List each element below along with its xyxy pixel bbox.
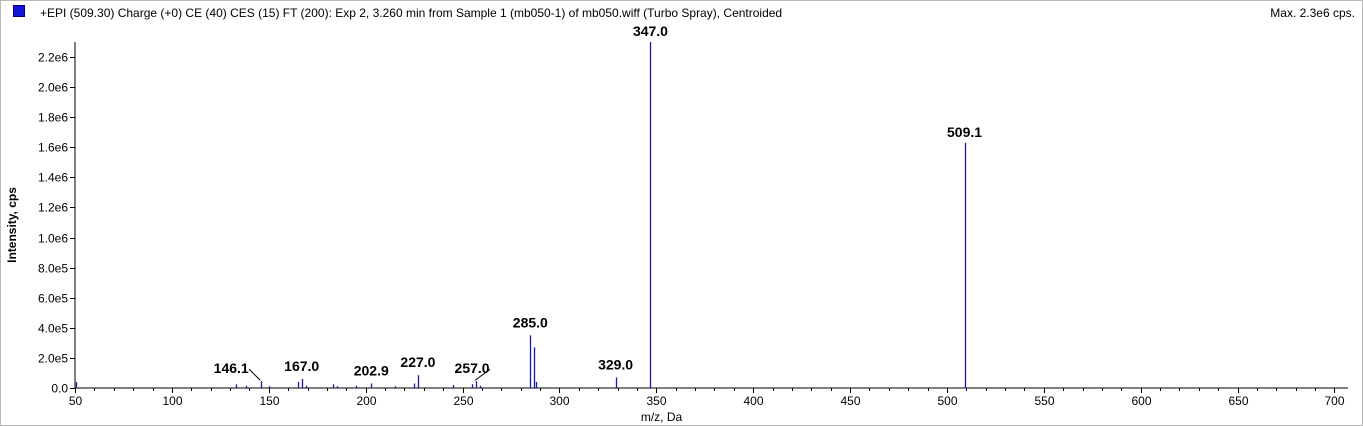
- y-tick-label: 0.0: [51, 382, 68, 396]
- y-tick-label: 1.0e6: [38, 232, 68, 246]
- y-tick-label: 2.2e6: [38, 51, 68, 65]
- y-tick-label: 1.6e6: [38, 141, 68, 155]
- peaks: [75, 42, 967, 388]
- x-tick-label: 50: [69, 394, 83, 408]
- y-tick-label: 1.4e6: [38, 171, 68, 185]
- y-tick-label: 1.2e6: [38, 201, 68, 215]
- x-tick-label: 700: [1324, 394, 1344, 408]
- x-tick-label: 650: [1228, 394, 1248, 408]
- y-tick-label: 1.8e6: [38, 111, 68, 125]
- max-intensity-label: Max. 2.3e6 cps.: [1270, 6, 1355, 20]
- peak-labels: 146.1 167.0 202.9 227.0 257.0 285.0 329.0 347.0…: [214, 23, 982, 381]
- peak-label: 167.0: [284, 358, 319, 374]
- x-tick-label: 450: [840, 394, 860, 408]
- spectrum-title: +EPI (509.30) Charge (+0) CE (40) CES (1…: [40, 6, 783, 20]
- y-tick-label: 2.0e5: [38, 352, 68, 366]
- peak-label: 257.0: [455, 360, 490, 376]
- x-tick-label: 400: [743, 394, 763, 408]
- x-tick-label: 550: [1034, 394, 1054, 408]
- peak-label: 202.9: [354, 362, 389, 378]
- x-tick-label: 150: [259, 394, 279, 408]
- y-tick-label: 6.0e5: [38, 292, 68, 306]
- x-tick-label: 100: [162, 394, 182, 408]
- y-tick-label: 4.0e5: [38, 322, 68, 336]
- x-axis-title: m/z, Da: [641, 410, 683, 424]
- x-tick-label: 300: [549, 394, 569, 408]
- x-tick-label: 600: [1131, 394, 1151, 408]
- peak-label-leader: [474, 368, 491, 381]
- x-tick-label: 200: [356, 394, 376, 408]
- peak-label: 347.0: [633, 23, 668, 39]
- peak-label: 146.1: [214, 360, 249, 376]
- peak-label: 329.0: [598, 356, 633, 372]
- peak-label: 227.0: [400, 354, 435, 370]
- peak-label: 509.1: [947, 124, 982, 140]
- peak-label: 285.0: [513, 314, 548, 330]
- x-tick-label: 350: [646, 394, 666, 408]
- x-tick-label: 250: [453, 394, 473, 408]
- y-axis-title: Intensity, cps: [5, 187, 19, 263]
- x-tick-label: 500: [937, 394, 957, 408]
- y-tick-label: 2.0e6: [38, 81, 68, 95]
- peak-label-leader: [248, 368, 261, 381]
- series-swatch-icon[interactable]: [13, 5, 25, 17]
- axes: 50 100 150 200 250 300 350 400 450 500 550 600 650 70…: [38, 42, 1348, 408]
- y-tick-label: 8.0e5: [38, 262, 68, 276]
